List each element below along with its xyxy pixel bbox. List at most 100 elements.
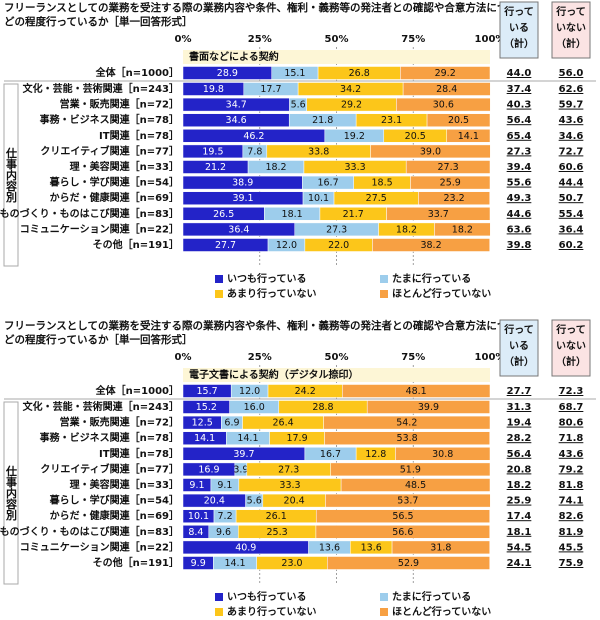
- data-label: 22.0: [328, 240, 349, 251]
- bar-segment: [426, 113, 491, 127]
- data-label: 20.5: [448, 115, 469, 126]
- table-value: 31.3: [507, 402, 532, 413]
- bar-segment: [327, 556, 490, 570]
- legend-label: ほとんど行っていない: [392, 287, 491, 300]
- bar-segment: [324, 431, 490, 445]
- data-label: 29.2: [341, 100, 362, 111]
- table-value: 28.2: [507, 433, 532, 444]
- table-value: 59.7: [559, 100, 584, 111]
- data-label: 10.1: [188, 511, 209, 522]
- data-label: 12.0: [276, 240, 297, 251]
- table-value: 55.6: [507, 178, 532, 189]
- data-label: 39.7: [233, 449, 254, 460]
- column-header-box: [551, 1, 591, 59]
- data-label: 21.7: [343, 209, 364, 220]
- table-value: 19.4: [507, 418, 532, 429]
- x-tick-label: 75%: [401, 34, 425, 45]
- data-label: 9.9: [191, 558, 206, 569]
- bar-segment: [405, 160, 491, 174]
- column-header-box: [499, 1, 539, 59]
- column-header: 行って: [555, 323, 586, 336]
- bar-segment: [372, 238, 490, 252]
- bar-segment: [434, 222, 491, 237]
- data-label: 9.6: [216, 527, 231, 538]
- category-label: 事務・ビジネス関連［n=78］: [40, 431, 179, 444]
- legend-label: いつも行っている: [227, 272, 307, 285]
- table-value: 45.5: [559, 542, 584, 553]
- bar-segment: [386, 207, 491, 221]
- data-label: 27.3: [326, 224, 347, 235]
- data-label: 14.1: [224, 558, 245, 569]
- x-tick-label: 0%: [175, 34, 192, 45]
- data-label: 39.1: [232, 193, 253, 204]
- table-value: 18.1: [507, 527, 532, 538]
- table-value: 17.4: [507, 511, 532, 522]
- table-value: 56.4: [507, 449, 532, 460]
- data-label: 15.2: [196, 402, 217, 413]
- data-label: 13.6: [319, 542, 340, 553]
- column-header: いる: [509, 22, 529, 34]
- data-label: 20.4: [284, 496, 305, 507]
- data-label: 34.7: [226, 100, 247, 111]
- legend-swatch: [380, 593, 388, 601]
- category-label: クリエイティブ関連［n=77］: [40, 462, 179, 475]
- data-label: 33.3: [344, 162, 365, 173]
- column-header-box: [499, 319, 539, 377]
- data-label: 34.2: [340, 84, 361, 95]
- data-label: 3.9: [233, 464, 248, 475]
- column-header: いない: [556, 22, 586, 34]
- data-label: 21.8: [312, 115, 333, 126]
- legend-swatch: [215, 593, 223, 601]
- category-label: IT関連［n=78］: [99, 447, 179, 460]
- data-label: 27.3: [278, 464, 299, 475]
- column-header: 行って: [555, 5, 586, 18]
- data-label: 19.2: [344, 131, 365, 142]
- table-value: 56.0: [559, 68, 584, 79]
- table-value: 39.4: [507, 162, 532, 173]
- data-label: 8.4: [188, 527, 203, 538]
- data-label: 12.5: [192, 418, 213, 429]
- column-header: （計）: [556, 355, 586, 368]
- data-label: 28.4: [436, 84, 457, 95]
- table-value: 65.4: [507, 131, 532, 142]
- data-label: 7.8: [247, 146, 262, 157]
- bar-segment: [330, 462, 491, 477]
- data-label: 26.5: [213, 209, 234, 220]
- category-label: 文化・芸能・芸術関連［n=243］: [23, 400, 179, 413]
- data-label: 16.9: [198, 464, 219, 475]
- data-label: 14.1: [194, 433, 215, 444]
- column-header: （計）: [504, 37, 534, 50]
- data-label: 20.5: [405, 131, 426, 142]
- x-tick-label: 0%: [175, 352, 192, 363]
- bar-segment: [396, 97, 491, 112]
- subtitle: 電子文書による契約（デジタル捺印）: [189, 368, 359, 381]
- data-label: 30.8: [432, 449, 453, 460]
- data-label: 34.6: [226, 115, 247, 126]
- table-value: 81.9: [559, 527, 584, 538]
- table-value: 60.2: [559, 240, 584, 251]
- bar-segment: [391, 540, 490, 555]
- category-label: 理・美容関連［n=33］: [70, 160, 179, 173]
- data-label: 14.1: [237, 433, 258, 444]
- data-label: 30.6: [433, 100, 454, 111]
- data-label: 9.1: [189, 480, 204, 491]
- category-label: 暮らし・学び関連［n=54］: [49, 494, 179, 507]
- data-label: 26.1: [266, 511, 287, 522]
- table-value: 79.2: [559, 464, 584, 475]
- data-label: 40.9: [235, 542, 256, 553]
- data-label: 33.7: [428, 209, 449, 220]
- bar-segment: [370, 144, 491, 159]
- legend-swatch: [380, 608, 388, 616]
- data-label: 20.4: [204, 496, 225, 507]
- legend-label: あまり行っていない: [227, 605, 317, 618]
- category-label: 全体［n=1000］: [95, 66, 179, 79]
- category-label: 文化・芸能・芸術関連［n=243］: [23, 82, 179, 95]
- bar-segment: [315, 525, 490, 539]
- data-label: 5.6: [291, 100, 306, 111]
- data-label: 29.2: [435, 68, 456, 79]
- table-value: 60.6: [559, 162, 584, 173]
- table-value: 27.7: [507, 386, 532, 397]
- group-label: 仕事内容別: [5, 146, 19, 203]
- data-label: 46.2: [243, 131, 264, 142]
